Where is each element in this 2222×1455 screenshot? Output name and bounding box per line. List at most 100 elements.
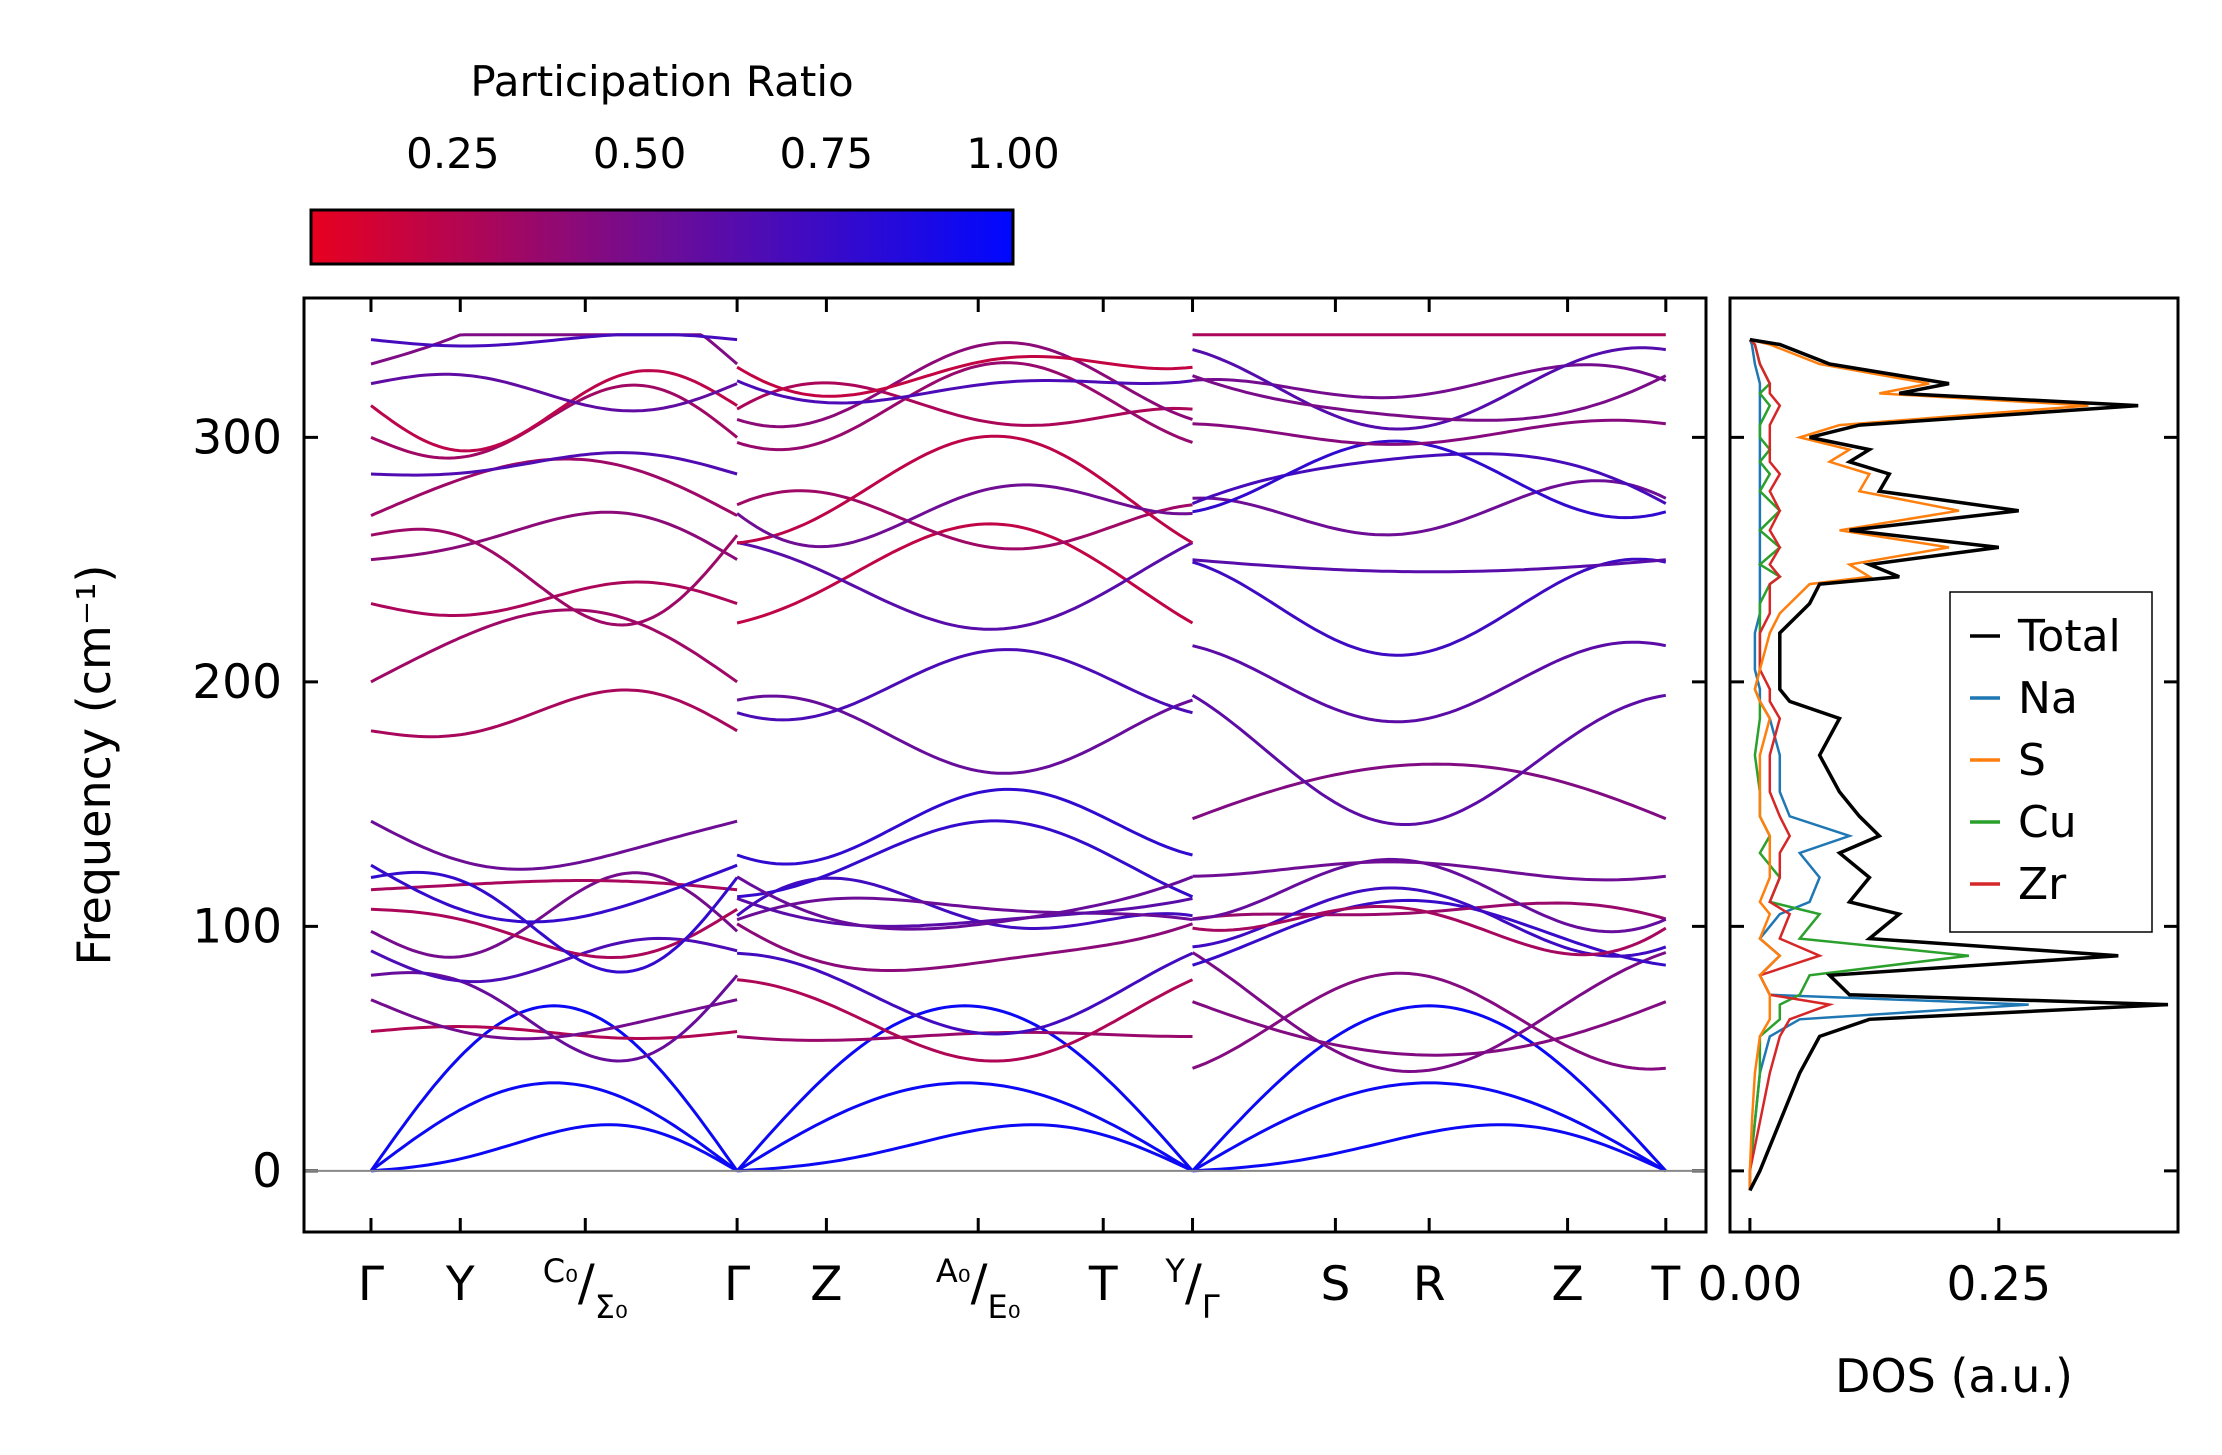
optical-band (370, 863, 738, 924)
optical-band (736, 875, 1194, 931)
optical-band (1192, 901, 1667, 921)
optical-band (1192, 558, 1666, 574)
optical-band (736, 489, 1193, 551)
band-frame (302, 296, 1708, 1234)
colorbar-tick-label: 0.50 (593, 129, 687, 178)
band-xtick-label: Z (1551, 1257, 1583, 1312)
dos-xtick-label: 0.00 (1698, 1257, 1803, 1312)
optical-band (736, 361, 1193, 452)
optical-band (736, 379, 1193, 405)
dos-series-s (1748, 338, 2089, 1191)
legend-label: Total (2017, 611, 2121, 662)
dos-xlabel: DOS (a.u.) (1835, 1349, 2073, 1403)
band-xtick-label: T (1650, 1257, 1680, 1312)
legend-label: Cu (2018, 797, 2077, 848)
band-xtick-label: Y (445, 1257, 475, 1312)
optical-band (1191, 762, 1667, 821)
band-xtick-label: Γ (724, 1257, 750, 1312)
optical-band (1192, 898, 1667, 967)
optical-band (370, 369, 738, 453)
acoustic-band (1192, 1123, 1667, 1173)
acoustic-band (369, 1004, 739, 1172)
colorbar-tick-label: 1.00 (966, 129, 1060, 178)
optical-band (1192, 439, 1667, 520)
acoustic-band (737, 1123, 1194, 1173)
dos-legend: Total Na S Cu Zr (1949, 591, 2153, 933)
band-ytick-label: 200 (192, 655, 282, 710)
band-xtick-label: Γ (358, 1257, 384, 1312)
band-xtick-label: T (1088, 1257, 1118, 1312)
optical-band (1192, 479, 1667, 537)
band-axes: 0 100 200 300 Γ Y C₀/Σ₀ Γ Z A₀/E₀ T Y/Γ S R Z T (192, 298, 1706, 1326)
colorbar: Participation Ratio 0.25 0.50 0.75 1.00 (309, 57, 1060, 266)
optical-band (736, 483, 1193, 549)
optical-band (370, 383, 739, 460)
band-structure-panel: 0 100 200 300 Γ Y C₀/Σ₀ Γ Z A₀/E₀ T Y/Γ S R Z T Frequen… (67, 296, 1708, 1326)
optical-band (1192, 557, 1667, 657)
optical-band (370, 907, 738, 960)
optical-band (1192, 860, 1666, 882)
optical-band (736, 787, 1193, 866)
optical-band (370, 936, 738, 984)
band-ylabel: Frequency (cm⁻¹) (67, 565, 121, 966)
acoustic-band (370, 1123, 738, 1173)
band-xtick-label: A₀/E₀ (936, 1252, 1021, 1326)
optical-band (736, 1030, 1193, 1042)
optical-band (736, 978, 1194, 1063)
optical-band (736, 648, 1193, 722)
dos-panel: 0.00 0.25 DOS (a.u.) Total Na S Cu Zr (1698, 296, 2180, 1403)
colorbar-ticks: 0.25 0.50 0.75 1.00 (406, 129, 1060, 262)
legend-label: S (2018, 735, 2046, 786)
optical-band (370, 819, 738, 871)
band-xtick-label: Y/Γ (1164, 1252, 1219, 1326)
optical-band (1192, 374, 1667, 422)
optical-band (736, 819, 1194, 899)
optical-band (736, 522, 1194, 625)
band-xtick-label: C₀/Σ₀ (543, 1252, 628, 1326)
optical-band (370, 510, 738, 562)
optical-band (370, 608, 738, 684)
optical-band (736, 897, 1193, 928)
optical-band (1191, 971, 1666, 1071)
optical-band (370, 870, 739, 974)
optical-band (370, 333, 738, 348)
optical-band (736, 922, 1193, 972)
optical-band (737, 951, 1194, 1036)
optical-band (370, 527, 739, 627)
legend-box (1949, 591, 2153, 933)
optical-band (736, 381, 1193, 427)
band-ytick-label: 100 (192, 899, 282, 954)
optical-band (1191, 1000, 1667, 1057)
colorbar-tick-label: 0.75 (780, 129, 874, 178)
band-xtick-label: Z (810, 1257, 842, 1312)
acoustic-band (1191, 1004, 1667, 1172)
dos-frame (1728, 296, 2180, 1234)
dos-series-cu (1748, 338, 1970, 1191)
band-ytick-label: 0 (252, 1144, 282, 1199)
optical-band (1191, 452, 1667, 505)
optical-band (1192, 346, 1666, 431)
optical-band (370, 879, 738, 892)
legend-label: Zr (2018, 859, 2067, 910)
dos-lines (1748, 337, 2169, 1192)
colorbar-title: Participation Ratio (470, 57, 853, 106)
optical-band (736, 434, 1194, 545)
optical-band (370, 971, 739, 1063)
acoustic-band (1191, 1081, 1667, 1173)
optical-band (1191, 951, 1667, 1074)
optical-band (370, 457, 738, 517)
dos-xtick-label: 0.25 (1946, 1257, 2051, 1312)
optical-band (736, 694, 1193, 775)
optical-band (370, 451, 738, 477)
legend-label: Na (2018, 673, 2078, 724)
dos-axes: 0.00 0.25 (1698, 435, 2178, 1312)
optical-band (736, 355, 1193, 398)
optical-band (1192, 640, 1667, 724)
band-lines (369, 333, 1667, 1173)
band-xtick-label: S (1320, 1257, 1350, 1312)
optical-band (370, 688, 738, 739)
colorbar-tick-label: 0.25 (406, 129, 500, 178)
optical-band (736, 541, 1194, 631)
optical-band (736, 896, 1193, 922)
